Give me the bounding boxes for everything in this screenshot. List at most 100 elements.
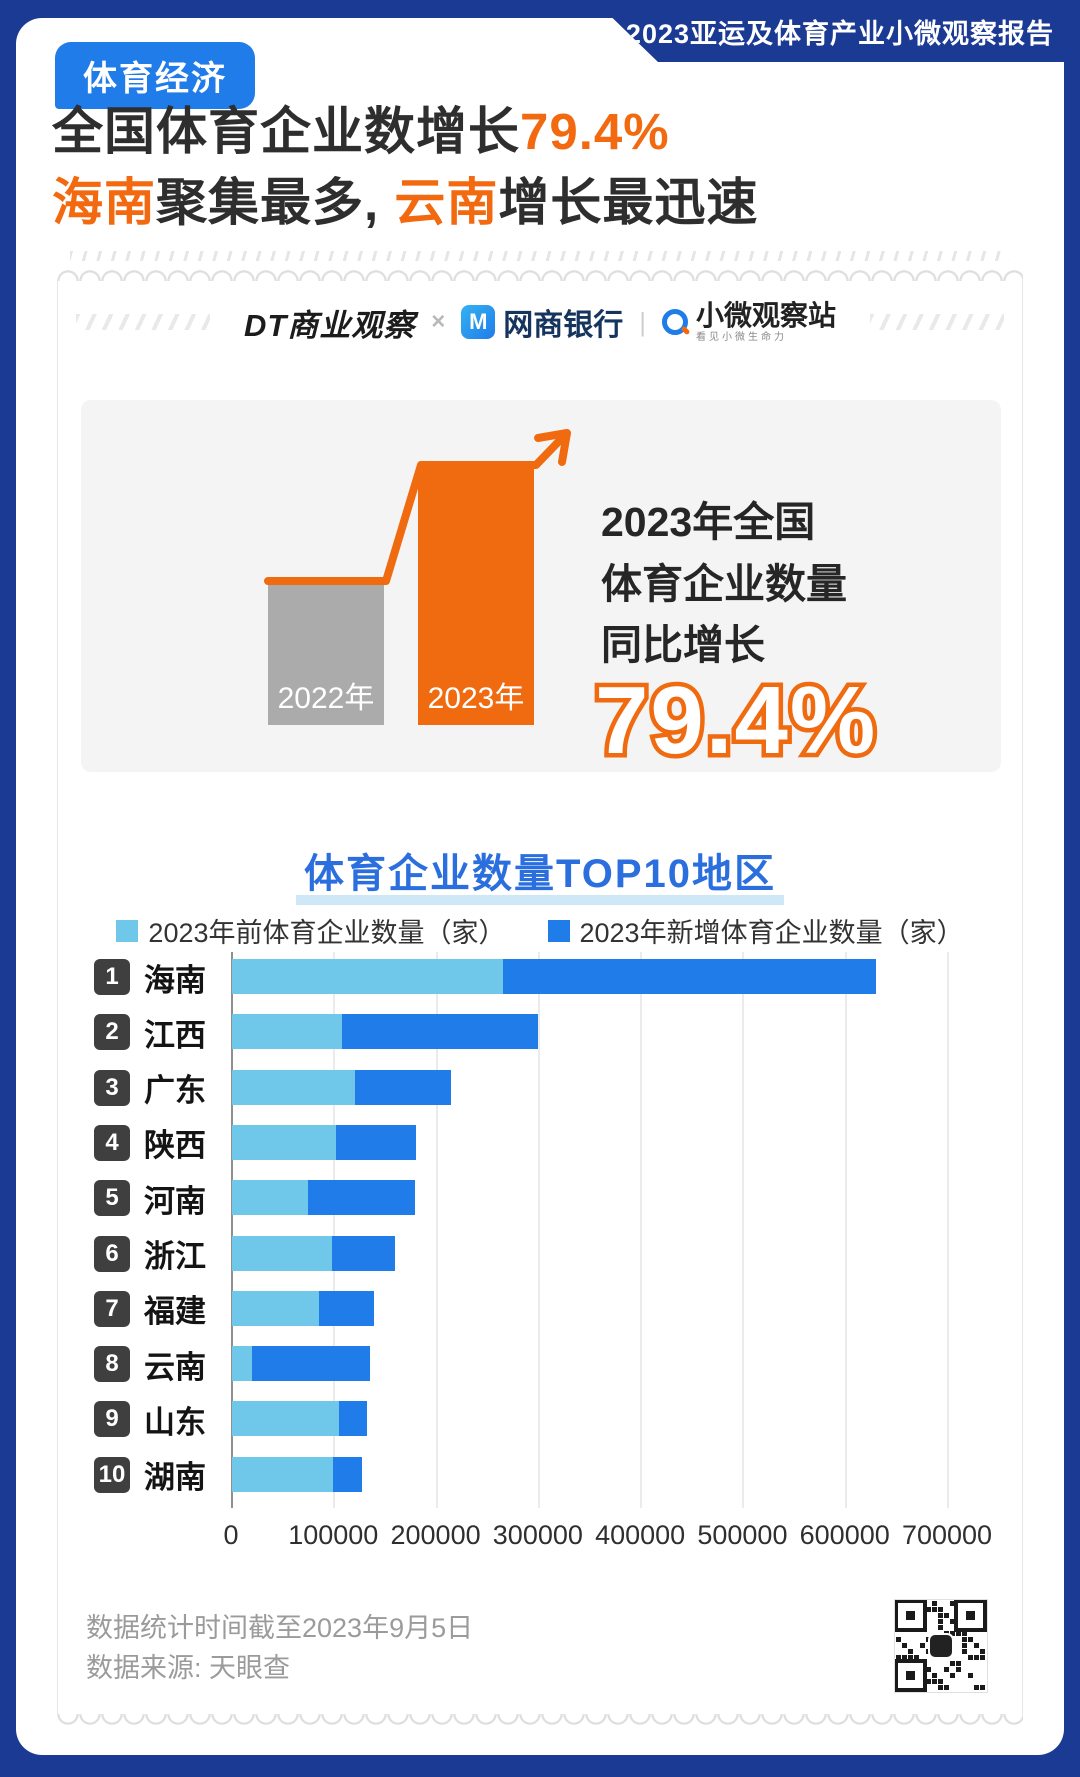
bar-row-云南 [232, 1346, 371, 1382]
observer-name: 小微观察站 [696, 299, 837, 331]
bar-row-海南 [232, 959, 877, 994]
x-tick-label-400000: 400000 [595, 1520, 686, 1550]
stamp-edge-bottom [57, 1714, 1023, 1728]
x-tick-label-100000: 100000 [288, 1520, 379, 1550]
bar-segment-new2023 [339, 1401, 367, 1437]
bar-segment-pre2023 [232, 1124, 337, 1160]
region-name: 陕西 [144, 1128, 206, 1164]
footer-note-source: 数据来源: 天眼查 [86, 1653, 291, 1683]
bar-segment-new2023 [336, 1124, 417, 1160]
region-name: 河南 [144, 1183, 206, 1219]
rank-badge-2: 2 [94, 1014, 130, 1051]
chart-title: 体育企业数量TOP10地区 [58, 841, 1022, 905]
bar-segment-new2023 [354, 1069, 451, 1105]
title-line-1: 全国体育企业数增长79.4% [52, 96, 758, 167]
magnifier-icon [662, 309, 689, 335]
qr-code [894, 1599, 988, 1693]
legend-swatch-new2023 [547, 919, 570, 942]
report-banner-title: 2023亚运及体育产业小微观察报告 [625, 18, 1054, 49]
region-name: 福建 [144, 1294, 206, 1330]
mybank-name: 网商银行 [503, 309, 624, 342]
bar-segment-new2023 [307, 1180, 416, 1216]
gridline-400000 [640, 952, 643, 1508]
rank-badge-6: 6 [94, 1235, 130, 1272]
title-line2-hl1: 海南 [52, 174, 157, 232]
bar-segment-pre2023 [232, 959, 504, 994]
rank-badge-5: 5 [94, 1180, 130, 1217]
mybank-icon: M [461, 305, 496, 339]
bar-row-江西 [232, 1014, 538, 1050]
bar-segment-pre2023 [232, 1014, 343, 1050]
row-label-浙江: 6 浙江 [94, 1235, 206, 1274]
region-name: 山东 [144, 1404, 206, 1440]
observer-logo: 小微观察站 看见小微生命力 [662, 299, 837, 343]
top10-chart: 0 100000 200000 300000 400000 500000 600000 700… [58, 952, 1024, 1562]
dt-business-logo: DT商业观察 [243, 307, 416, 343]
topic-badge-label: 体育经济 [83, 60, 227, 98]
bar-row-河南 [232, 1180, 416, 1216]
row-label-福建: 7 福建 [94, 1290, 206, 1329]
gridline-700000 [947, 952, 949, 1508]
bar-row-陕西 [232, 1124, 417, 1160]
bar-2022: 2022年 [268, 585, 384, 725]
x-tick-label-200000: 200000 [390, 1520, 481, 1550]
growth-comparison-panel: 2022年 2023年 2023年全国 体育企业数量 同比增长 79.4% [81, 400, 1001, 779]
hatch-decoration-left [76, 314, 210, 330]
bar-row-浙江 [232, 1235, 395, 1271]
region-name: 海南 [144, 962, 206, 998]
observer-slogan: 看见小微生命力 [696, 331, 788, 343]
mybank-logo: M 网商银行 [461, 300, 623, 344]
x-tick-label-500000: 500000 [697, 1520, 788, 1550]
bar-segment-pre2023 [232, 1346, 253, 1382]
bar-row-福建 [232, 1290, 375, 1326]
bar-segment-new2023 [318, 1290, 375, 1326]
legend-label-pre2023: 2023年前体育企业数量（家） [148, 918, 506, 948]
x-tick-label-300000: 300000 [492, 1520, 583, 1550]
gridline-200000 [435, 952, 438, 1508]
observer-text: 小微观察站 看见小微生命力 [696, 299, 837, 343]
bar-2022-label: 2022年 [277, 682, 375, 715]
mybank-icon-letter: M [469, 309, 488, 334]
rank-badge-9: 9 [94, 1401, 130, 1438]
bar-segment-new2023 [342, 1014, 538, 1050]
growth-percent: 79.4% [590, 663, 879, 779]
hatch-decoration-right [870, 314, 1004, 330]
chart-title-text: 体育企业数量TOP10地区 [296, 841, 784, 905]
region-name: 云南 [144, 1349, 206, 1385]
bar-segment-pre2023 [232, 1290, 319, 1326]
bar-segment-pre2023 [232, 1069, 355, 1105]
rank-badge-4: 4 [94, 1124, 130, 1161]
chart-legend: 2023年前体育企业数量（家） 2023年新增体育企业数量（家） [58, 911, 1022, 950]
stamp-edge-top [57, 267, 1023, 281]
legend-swatch-pre2023 [116, 919, 139, 942]
region-name: 江西 [144, 1017, 206, 1053]
title-line2-mid: 聚集最多, [156, 174, 395, 232]
row-label-广东: 3 广东 [94, 1069, 206, 1108]
x-tick-label-700000: 700000 [901, 1520, 993, 1550]
decorative-slash-line [70, 251, 1010, 261]
gridline-500000 [742, 952, 745, 1508]
row-label-河南: 5 河南 [94, 1180, 206, 1219]
growth-caption: 2023年全国 体育企业数量 同比增长 [601, 492, 847, 677]
bar-segment-pre2023 [232, 1235, 333, 1271]
logo-divider: | [639, 306, 647, 337]
growth-caption-line1: 2023年全国 [601, 499, 816, 545]
bar-2023: 2023年 [418, 468, 534, 725]
bar-row-广东 [232, 1069, 451, 1105]
rank-badge-8: 8 [94, 1346, 130, 1383]
legend-label-new2023: 2023年新增体育企业数量（家） [579, 918, 964, 948]
row-label-陕西: 4 陕西 [94, 1124, 206, 1163]
bar-row-湖南 [232, 1456, 362, 1492]
growth-caption-line3: 同比增长 [601, 622, 765, 668]
row-label-云南: 8 云南 [94, 1346, 206, 1385]
gridline-600000 [844, 952, 847, 1508]
x-tick-label-0: 0 [223, 1520, 239, 1550]
topic-badge: 体育经济 [55, 42, 255, 109]
legend-item-new2023: 2023年新增体育企业数量（家） [547, 911, 964, 950]
region-name: 湖南 [144, 1460, 206, 1496]
bar-segment-new2023 [333, 1456, 362, 1492]
rank-badge-1: 1 [94, 959, 130, 995]
content-card: DT商业观察 × M 网商银行 | 小微观察站 看见小微生命力 2022年 20… [57, 281, 1023, 1714]
title-line-2: 海南聚集最多, 云南增长最迅速 [52, 167, 758, 238]
bar-segment-pre2023 [232, 1401, 340, 1437]
